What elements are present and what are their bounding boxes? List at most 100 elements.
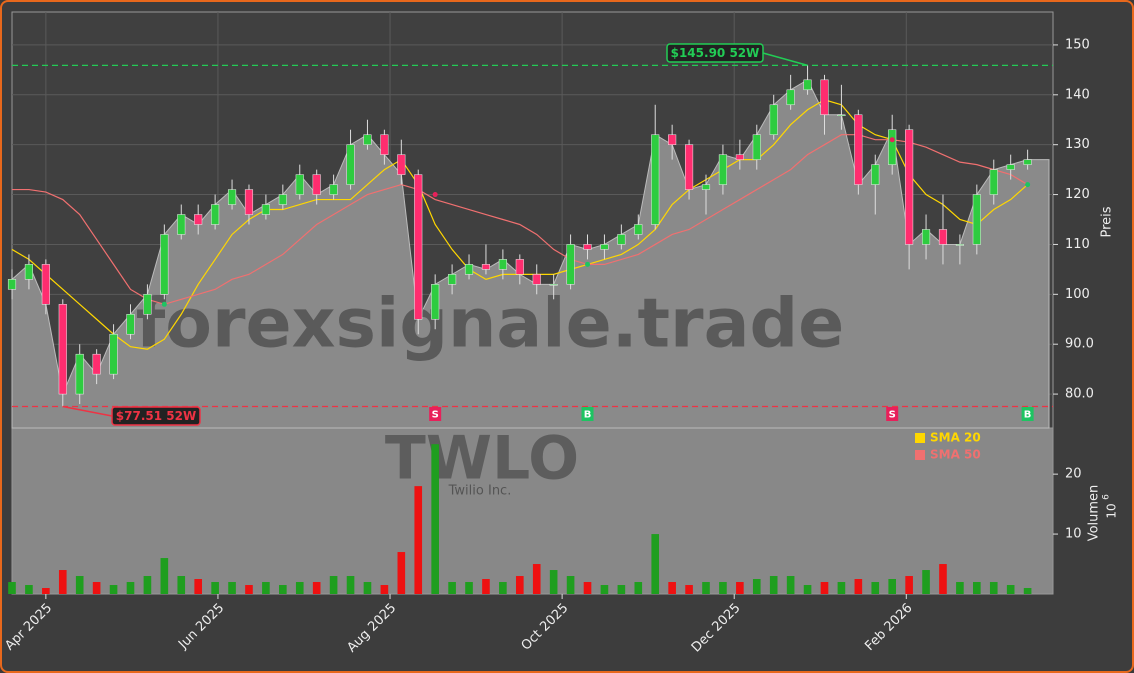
candle-body: [921, 229, 931, 245]
volume-bar: [600, 585, 609, 594]
candle-body: [515, 259, 524, 275]
legend-label: SMA 50: [930, 448, 981, 462]
y-tick-label: 100: [1065, 287, 1090, 302]
candle-body: [786, 89, 795, 106]
volume-bar: [634, 582, 643, 594]
volume-bar: [211, 582, 219, 594]
volume-bar: [465, 582, 473, 594]
volume-bar: [617, 585, 626, 594]
volume-bar: [499, 582, 507, 594]
y-tick-label: 110: [1065, 237, 1090, 252]
signal-label: B: [584, 410, 592, 421]
volume-bar: [752, 579, 761, 594]
candle-body: [481, 264, 491, 270]
candle-body: [498, 259, 507, 270]
volume-bar: [295, 582, 304, 594]
candle-body: [414, 174, 423, 320]
signal-dot: [1025, 182, 1031, 188]
candle-body: [380, 134, 389, 155]
volume-bar: [448, 582, 456, 594]
candle-body: [668, 134, 677, 145]
candle-body: [905, 129, 914, 245]
volume-bar: [973, 582, 981, 594]
signal-dot: [161, 301, 167, 307]
candle-body: [1023, 159, 1032, 165]
candle-body: [75, 353, 84, 395]
volume-unit-exponent: 6: [1102, 494, 1112, 500]
candle-body: [92, 353, 101, 375]
volume-bar: [668, 582, 676, 594]
signal-dot: [585, 261, 591, 267]
volume-bar: [566, 576, 575, 594]
signal-dot: [889, 137, 895, 143]
candle-body: [464, 264, 474, 275]
candle-body: [295, 174, 304, 195]
candle-body: [431, 284, 440, 320]
signal-badge: [581, 407, 594, 421]
x-tick-label: Oct 2025: [519, 601, 572, 654]
volume-bar: [702, 582, 710, 594]
volume-bar: [143, 576, 152, 594]
volume-bar: [397, 552, 406, 594]
annotation-label: $77.51 52W: [116, 409, 196, 423]
volume-bar: [549, 570, 558, 594]
volume-bar: [228, 582, 236, 594]
candle-body: [329, 184, 338, 195]
candle-body: [143, 294, 152, 315]
volume-bar: [583, 582, 592, 594]
candle-body: [583, 244, 592, 250]
volume-bar: [279, 585, 287, 594]
volume-bar: [820, 582, 829, 594]
volume-bar: [939, 564, 947, 594]
candle-body: [634, 224, 643, 235]
candle-body: [837, 114, 846, 117]
candle-body: [566, 244, 575, 285]
candle-body: [126, 314, 135, 335]
volume-bar: [25, 585, 33, 594]
volume-bar: [312, 582, 321, 594]
annotation-label: $145.90 52W: [671, 46, 760, 60]
volume-unit-base: 10: [1105, 503, 1119, 518]
y-tick-label: 90.0: [1065, 337, 1094, 352]
volume-bar: [42, 588, 50, 594]
y-tick-label: 150: [1065, 37, 1090, 52]
x-tick-label: Apr 2025: [2, 601, 55, 654]
candle-body: [363, 134, 372, 145]
volume-bar: [160, 558, 169, 594]
candle-body: [278, 194, 287, 205]
watermark-ticker: TWLO: [385, 424, 579, 494]
volume-axis-label: Volumen: [1087, 485, 1102, 542]
volume-bar: [515, 576, 524, 594]
annotation-box: [666, 43, 764, 63]
candle-body: [701, 184, 711, 190]
signal-label: S: [889, 410, 896, 421]
candle-body: [651, 134, 660, 225]
x-tick-label: Aug 2025: [344, 601, 399, 656]
volume-bar: [109, 585, 118, 594]
y-tick-label: 130: [1065, 137, 1090, 152]
volume-bar: [363, 582, 372, 594]
volume-bar: [803, 585, 812, 594]
candle-body: [227, 189, 237, 205]
volume-bar: [194, 579, 203, 594]
volume-bar: [92, 582, 101, 594]
candle-body: [160, 234, 169, 295]
candle-body: [888, 129, 897, 165]
candle-body: [109, 333, 118, 375]
candle-body: [532, 274, 541, 285]
candle-body: [448, 274, 457, 285]
volume-bar: [414, 486, 423, 594]
legend-label: SMA 20: [930, 431, 981, 445]
volume-bar: [346, 576, 355, 594]
candle-body: [955, 244, 964, 246]
volume-bar: [1006, 585, 1015, 594]
signal-badge: [886, 407, 899, 421]
volume-bar: [769, 576, 778, 594]
candle-body: [58, 304, 67, 395]
y-tick-label: 20: [1065, 467, 1082, 482]
signal-dot: [432, 192, 438, 198]
candle-body: [617, 234, 626, 245]
annotation-arrow: [762, 52, 808, 67]
candle-body: [938, 229, 948, 245]
